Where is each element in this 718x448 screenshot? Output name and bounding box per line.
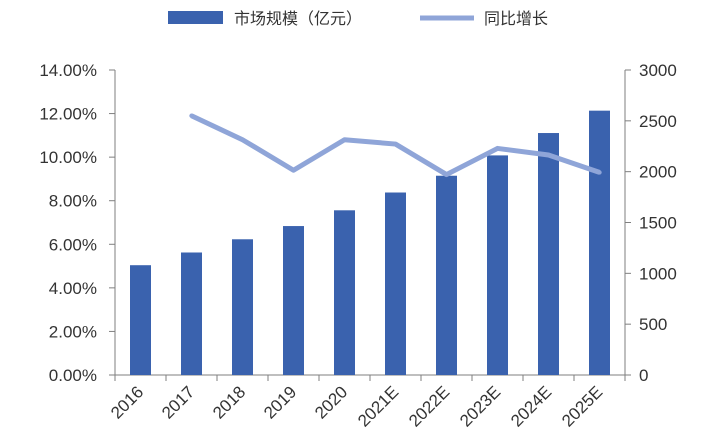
x-tick-label: 2022E (405, 382, 453, 430)
bar (130, 265, 151, 375)
x-tick-label: 2021E (354, 382, 402, 430)
bar (232, 239, 253, 375)
right-tick-label: 2500 (639, 112, 677, 131)
right-tick-label: 1000 (639, 264, 677, 283)
legend-bar-swatch (168, 11, 223, 24)
x-tick-label: 2017 (158, 382, 198, 422)
growth-point (546, 152, 551, 158)
left-tick-label: 8.00% (49, 192, 97, 211)
growth-point (393, 141, 398, 147)
bar (181, 252, 202, 375)
right-tick-label: 500 (639, 315, 667, 334)
growth-point (342, 137, 347, 142)
growth-point (597, 170, 602, 175)
growth-point (495, 146, 500, 151)
left-tick-label: 2.00% (49, 322, 97, 341)
x-tick-label: 2025E (558, 382, 606, 430)
growth-line-group (189, 113, 602, 178)
legend: 市场规模（亿元） 同比增长 (168, 9, 548, 28)
growth-point (189, 113, 194, 118)
x-tick-label: 2023E (456, 382, 504, 430)
left-tick-label: 10.00% (39, 148, 97, 167)
right-tick-label: 0 (639, 366, 648, 385)
right-tick-label: 2000 (639, 163, 677, 182)
growth-point (444, 172, 449, 177)
left-tick-label: 14.00% (39, 61, 97, 80)
bar (334, 210, 355, 375)
right-tick-label: 1500 (639, 214, 677, 233)
growth-point (291, 168, 296, 173)
x-tick-label: 2020 (311, 382, 351, 422)
x-tick-label: 2024E (507, 382, 555, 430)
left-tick-label: 0.00% (49, 366, 97, 385)
bar (385, 192, 406, 375)
left-tick-label: 12.00% (39, 105, 97, 124)
legend-line-label: 同比增长 (484, 9, 548, 28)
left-tick-label: 4.00% (49, 279, 97, 298)
right-tick-label: 3000 (639, 61, 677, 80)
growth-point (240, 137, 245, 142)
left-tick-label: 6.00% (49, 235, 97, 254)
bar (538, 133, 559, 375)
x-tick-label: 2019 (260, 382, 300, 422)
bar (589, 110, 610, 376)
bar (436, 175, 457, 375)
bars-group (130, 110, 610, 376)
x-tick-label: 2016 (107, 382, 147, 422)
x-tick-label: 2018 (209, 382, 249, 422)
bar (283, 226, 304, 375)
legend-bar-label: 市场规模（亿元） (234, 9, 362, 28)
bar (487, 155, 508, 375)
